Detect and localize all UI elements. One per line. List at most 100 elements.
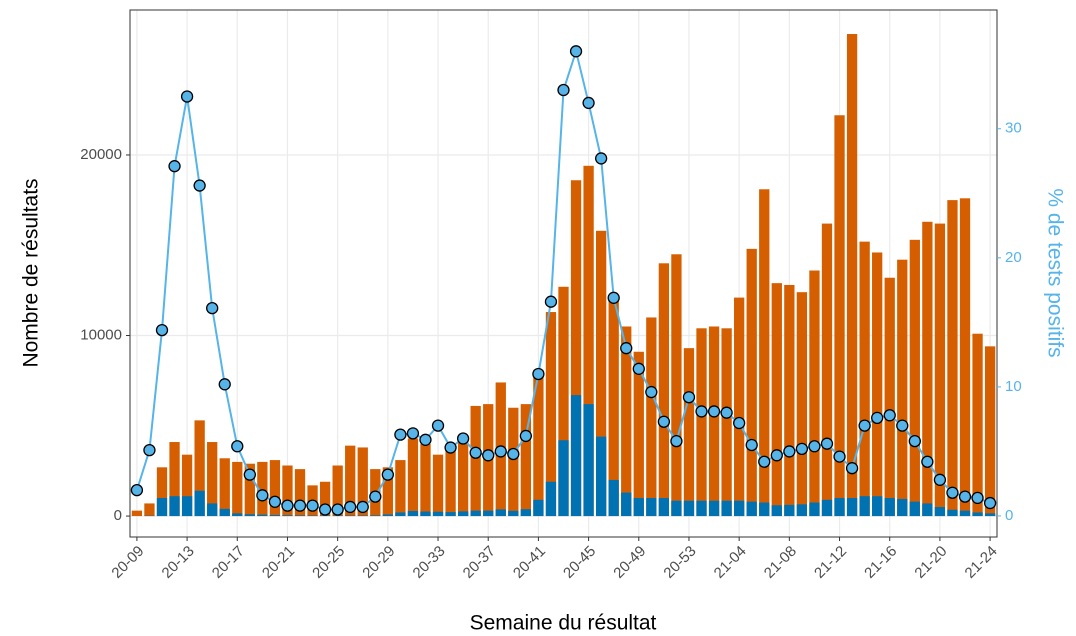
bar (646, 317, 657, 517)
bar (708, 500, 720, 517)
bar (533, 369, 544, 517)
bar (972, 512, 983, 517)
bar (508, 407, 519, 517)
bar (934, 507, 946, 517)
bar (658, 498, 670, 517)
x-tick-label: 20-45 (560, 543, 599, 582)
point (620, 342, 633, 355)
bar (432, 511, 444, 517)
bar (382, 514, 393, 517)
point (808, 440, 821, 453)
y2-tick-label: 20 (1005, 249, 1022, 266)
bar (520, 509, 532, 517)
bar (207, 442, 218, 517)
point (594, 152, 608, 165)
bar (595, 436, 607, 517)
bar (570, 180, 582, 517)
bar (696, 500, 707, 517)
bar (470, 510, 481, 517)
point (933, 473, 947, 486)
bar (407, 511, 419, 517)
point (494, 445, 507, 458)
bar (583, 165, 594, 517)
point (707, 405, 721, 418)
point (381, 468, 394, 481)
point (180, 90, 194, 103)
bar (520, 404, 532, 517)
bar (269, 514, 281, 517)
bar (897, 259, 908, 517)
point (318, 503, 332, 516)
bar (959, 510, 971, 517)
bar (257, 514, 268, 517)
bar (721, 500, 732, 517)
bar (533, 499, 544, 517)
bar (658, 263, 670, 517)
point (456, 432, 470, 445)
point (908, 434, 921, 448)
point (645, 385, 658, 399)
bar (872, 496, 883, 517)
point (218, 378, 231, 391)
point (557, 83, 570, 97)
bar (407, 438, 419, 517)
bar (445, 443, 456, 517)
y-tick-label: 10000 (80, 326, 122, 343)
x-tick-label: 21-24 (962, 543, 1001, 582)
bar (395, 460, 406, 517)
point (256, 489, 269, 502)
x-tick-label: 20-25 (309, 543, 348, 582)
bar (734, 500, 745, 517)
bar (746, 248, 757, 517)
point (419, 433, 432, 446)
bar (771, 283, 782, 517)
bar (821, 223, 833, 517)
point (544, 295, 558, 308)
bar (194, 490, 205, 517)
bar (257, 461, 268, 517)
x-tick-label: 20-09 (108, 543, 147, 582)
bar (219, 458, 230, 517)
bar (633, 498, 644, 517)
x-tick-label: 21-20 (911, 543, 950, 582)
point (582, 96, 595, 110)
point (532, 367, 545, 381)
bar (545, 481, 557, 517)
point (921, 455, 934, 468)
point (168, 160, 181, 173)
point (758, 455, 771, 468)
point (268, 495, 282, 508)
bar (169, 442, 180, 517)
point (883, 409, 896, 422)
bar (922, 221, 933, 517)
bar (796, 504, 808, 517)
point (130, 483, 144, 497)
bar (470, 405, 481, 517)
point (444, 441, 457, 454)
point (783, 445, 796, 458)
bar (457, 511, 469, 517)
point (657, 415, 671, 428)
bar (357, 447, 368, 517)
bar (181, 496, 193, 517)
point (733, 416, 746, 430)
bar (696, 328, 707, 517)
point (607, 291, 620, 304)
point (193, 179, 206, 192)
point (871, 411, 884, 425)
bar (984, 513, 996, 517)
point (155, 323, 169, 337)
bar (570, 395, 582, 517)
bar (357, 515, 368, 517)
bar (846, 498, 858, 517)
point (833, 450, 846, 463)
bar (495, 509, 506, 517)
plot-border (129, 9, 998, 538)
bar (984, 346, 996, 517)
bar (244, 514, 255, 517)
point (394, 428, 407, 441)
point (632, 362, 645, 375)
bar (608, 479, 619, 517)
point (682, 391, 696, 404)
